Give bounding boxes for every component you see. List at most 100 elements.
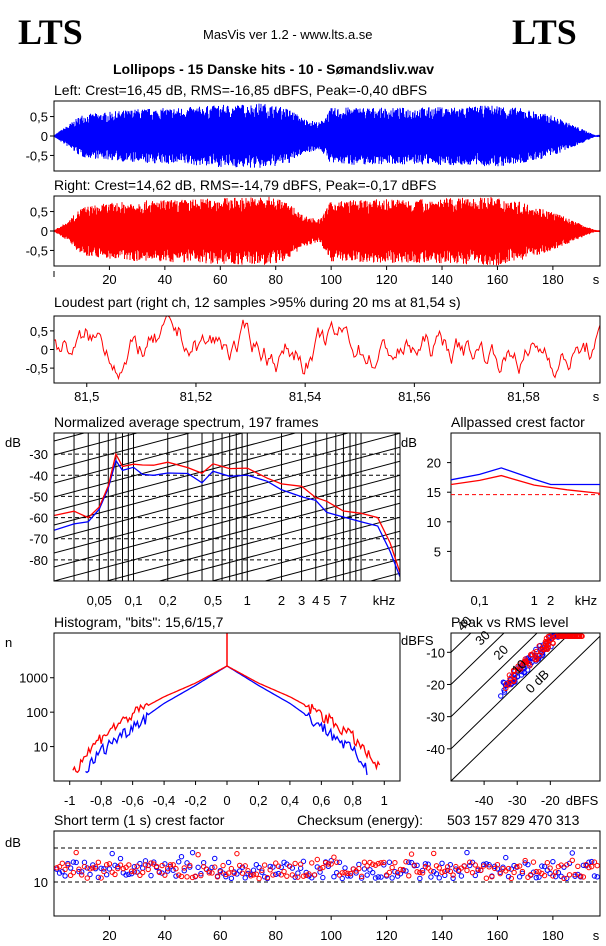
allpass-xtick-label: 1 (531, 593, 538, 608)
short-term-point-right (572, 871, 578, 878)
peak-rms-point-right (511, 672, 518, 679)
spectrum-ytick-label: -80 (29, 553, 48, 568)
short-term-point-left (361, 866, 368, 872)
peak-rms-crest-line (451, 633, 538, 718)
short-term-point-left (519, 870, 526, 877)
loudest-part-xtick-label: 81,52 (180, 389, 213, 404)
short-term-point-right (497, 870, 503, 877)
histogram-title: Histogram, "bits": 15,6/15,7 (54, 614, 224, 630)
short-term-point-left (223, 873, 229, 880)
allpass-ytick-label: 15 (427, 485, 441, 500)
spectrum-xtick-label: 7 (340, 593, 347, 608)
short-term-point-right (508, 875, 515, 882)
histogram-xtick-label: 0 (223, 793, 230, 808)
allpass-series-left (450, 467, 600, 486)
short-term-point-right (209, 870, 215, 876)
short-term-point-right (297, 861, 304, 867)
short-term-point-right (303, 872, 309, 879)
histogram-xtick-label: 0,2 (249, 793, 267, 808)
short-term-point-right (342, 870, 348, 876)
short-term-point-left (508, 866, 515, 872)
short-term-point-right (381, 859, 387, 866)
spectrum-ytick-label: -50 (29, 489, 48, 504)
short-term-point-right (450, 872, 456, 878)
peak-rms-xtick-label: -30 (508, 793, 527, 808)
allpass-x-unit: kHz (575, 593, 597, 608)
short-term-point-right (375, 860, 381, 867)
short-term-point-right (564, 862, 570, 868)
short-term-point-right (588, 863, 595, 870)
allpass-ytick-label: 20 (427, 456, 441, 471)
short-term-point-right (345, 870, 351, 877)
short-term-point-left (486, 862, 492, 868)
short-term-point-left (339, 875, 345, 882)
short-term-point-right (325, 861, 332, 867)
short-term-point-right (128, 868, 135, 874)
short-term-point-left (433, 871, 440, 877)
short-term-point-right (242, 863, 248, 869)
short-term-point-right (84, 875, 90, 881)
short-term-point-right (392, 859, 398, 866)
peak-rms-point-left (498, 693, 504, 699)
right-waveform-ytick-label: 0,5 (30, 205, 48, 220)
peak-rms-point-right (570, 633, 576, 639)
short-term-point-right (406, 873, 412, 879)
short-term-xtick-label: 60 (213, 928, 227, 943)
short-term-point-left (176, 859, 182, 865)
short-term-point-right (134, 863, 140, 869)
peak-rms-point-right (529, 652, 535, 658)
peak-rms-point-right (541, 644, 547, 650)
short-term-point-left (439, 860, 445, 867)
short-term-point-right (292, 860, 298, 867)
spectrum-xtick-label: 0,2 (159, 593, 177, 608)
loudest-part-ytick-label: -0,5 (26, 361, 48, 376)
peak-rms-point-right (544, 643, 550, 649)
short-term-point-left (178, 853, 185, 860)
short-term-point-right (386, 869, 393, 876)
short-term-point-left (444, 867, 451, 874)
spectrum-plot (54, 433, 400, 581)
short-term-point-right (87, 866, 93, 872)
short-term-point-left (414, 862, 420, 869)
short-term-point-right (475, 866, 481, 872)
short-term-point-left (115, 863, 121, 870)
short-term-point-right (223, 871, 229, 878)
short-term-point-right (228, 865, 235, 872)
short-term-point-left (275, 870, 282, 877)
short-term-point-left (328, 858, 334, 864)
spectrum-slope-line (54, 474, 400, 568)
short-term-point-left (98, 865, 104, 872)
short-term-point-left (367, 867, 373, 873)
short-term-point-right (264, 874, 271, 881)
short-term-point-left (112, 862, 118, 869)
peak-rms-point-right (568, 633, 574, 639)
histogram-ytick-label: 1000 (19, 671, 48, 686)
spectrum-frame (53, 432, 401, 582)
short-term-point-left (84, 865, 90, 871)
short-term-crest-title: Short term (1 s) crest factor (54, 812, 225, 828)
short-term-point-right (378, 860, 384, 866)
short-term-point-right (444, 864, 451, 870)
short-term-point-left (320, 874, 326, 881)
short-term-point-right (461, 863, 467, 869)
short-term-point-left (406, 859, 412, 865)
left-waveform-ytick-label: 0,5 (30, 110, 48, 125)
short-term-point-left (353, 870, 359, 876)
short-term-point-left (109, 850, 115, 857)
short-term-point-right (120, 865, 126, 872)
short-term-y-unit: dB (5, 835, 21, 850)
short-term-point-right (317, 865, 323, 872)
peak-rms-crest-label: 20 (490, 642, 511, 663)
short-term-point-right (250, 872, 257, 878)
peak-rms-title: Peak vs RMS level (451, 614, 569, 630)
short-term-point-right (489, 874, 495, 880)
peak-rms-xtick-label: -40 (475, 793, 494, 808)
short-term-point-left (331, 873, 337, 880)
short-term-point-left (467, 862, 473, 869)
short-term-point-right (358, 873, 365, 880)
short-term-point-right (544, 860, 551, 866)
short-term-point-right (106, 861, 113, 867)
short-term-point-right (514, 863, 520, 870)
histogram-ytick-label: 100 (26, 705, 48, 720)
short-term-point-left (516, 874, 523, 880)
